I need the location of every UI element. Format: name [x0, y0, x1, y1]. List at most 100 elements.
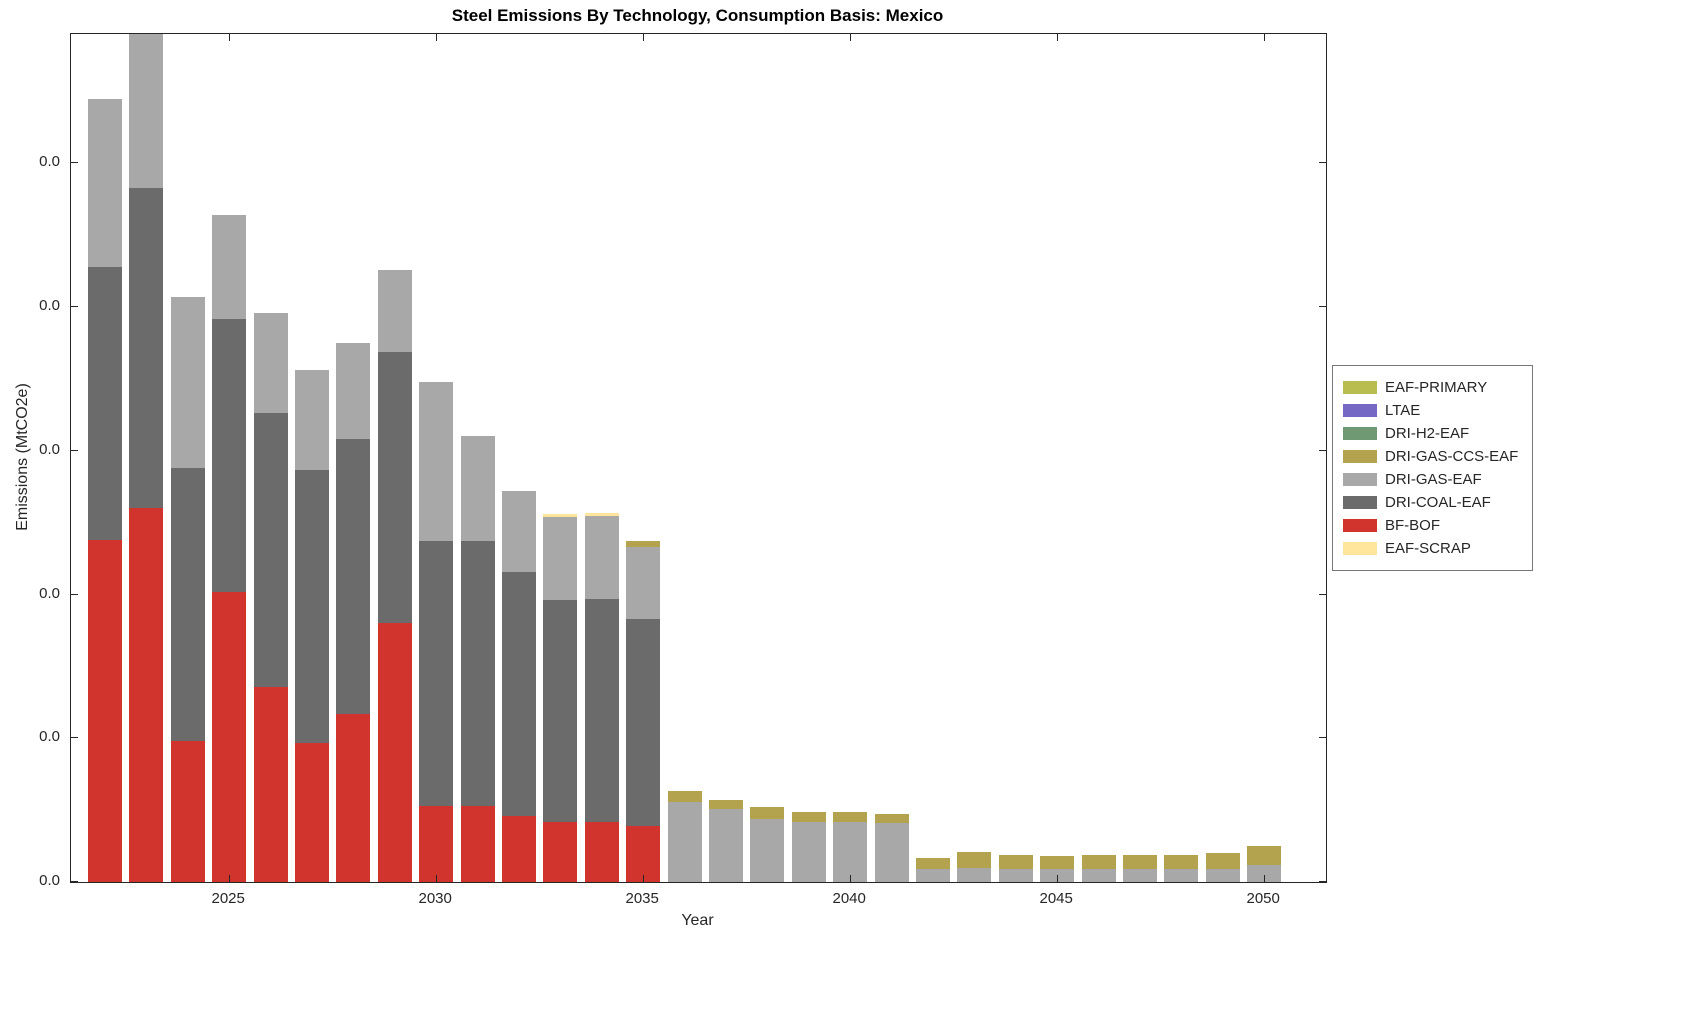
bar-segment-bf-bof: [377, 623, 412, 882]
bar-segment-dri-gas-ccs-eaf: [1081, 854, 1116, 870]
bar-segment-bf-bof: [253, 686, 288, 882]
bar-segment-eaf-scrap: [543, 514, 578, 517]
legend-item-label: DRI-GAS-CCS-EAF: [1385, 448, 1519, 465]
legend-item-bf-bof: BF-BOF: [1343, 514, 1518, 537]
legend-item-ltae: LTAE: [1343, 399, 1518, 422]
y-tick-label: 0.0: [39, 153, 60, 171]
y-tick-mark: [71, 737, 78, 739]
bar-segment-dri-gas-eaf: [170, 297, 205, 469]
bar-segment-dri-gas-ccs-eaf: [750, 807, 785, 819]
y-tick-mark: [71, 306, 78, 308]
bar-segment-dri-coal-eaf: [88, 266, 122, 540]
bar-segment-dri-gas-ccs-eaf: [667, 791, 702, 802]
y-tick-mark: [71, 593, 78, 595]
bar-segment-dri-coal-eaf: [336, 439, 371, 714]
bar-segment-dri-gas-ccs-eaf: [1164, 854, 1199, 870]
legend-item-label: LTAE: [1385, 402, 1421, 419]
legend-item-label: DRI-COAL-EAF: [1385, 494, 1491, 511]
x-tick-mark: [849, 34, 851, 41]
x-tick-mark: [642, 34, 644, 41]
bar-segment-bf-bof: [212, 591, 247, 882]
bar-segment-dri-gas-eaf: [916, 869, 950, 882]
bar-segment-bf-bof: [626, 825, 661, 882]
bar-segment-dri-gas-eaf: [998, 869, 1033, 882]
bar-segment-bf-bof: [502, 815, 536, 882]
bar-segment-dri-gas-ccs-eaf: [709, 800, 743, 809]
bar-segment-dri-gas-eaf: [377, 269, 412, 352]
legend-swatch-icon: [1343, 427, 1377, 440]
bar-segment-dri-gas-eaf: [212, 215, 247, 319]
bar-segment-dri-coal-eaf: [212, 318, 247, 592]
bar-segment-dri-coal-eaf: [419, 541, 454, 806]
x-tick-label: 2030: [418, 890, 452, 907]
bar-segment-dri-gas-eaf: [957, 867, 992, 882]
y-tick-label: 0.0: [39, 440, 60, 458]
bar-segment-dri-coal-eaf: [377, 351, 412, 624]
legend-item-label: EAF-SCRAP: [1385, 540, 1471, 557]
bar-segment-dri-gas-eaf: [419, 381, 454, 542]
bar-segment-dri-gas-ccs-eaf: [957, 851, 992, 868]
y-tick-mark: [1319, 881, 1326, 882]
y-tick-mark: [1319, 593, 1326, 595]
bar-segment-dri-gas-ccs-eaf: [833, 811, 868, 822]
legend-item-dri-coal-eaf: DRI-COAL-EAF: [1343, 491, 1518, 514]
legend: EAF-PRIMARY LTAE DRI-H2-EAF DRI-GAS-CCS-EAF…: [1332, 365, 1534, 571]
bar-segment-dri-gas-ccs-eaf: [1040, 856, 1075, 870]
x-tick-label: 2025: [211, 890, 245, 907]
bar-segment-dri-gas-eaf: [253, 312, 288, 414]
legend-swatch-icon: [1343, 404, 1377, 417]
bar-segment-dri-gas-eaf: [1247, 864, 1282, 882]
bar-segment-dri-gas-ccs-eaf: [791, 811, 826, 822]
legend-swatch-icon: [1343, 450, 1377, 463]
y-tick-mark: [71, 881, 78, 882]
x-tick-label: 2045: [1039, 890, 1073, 907]
bar-segment-dri-gas-eaf: [1081, 869, 1116, 882]
bar-segment-dri-gas-eaf: [460, 436, 495, 542]
y-tick-mark: [1319, 449, 1326, 451]
y-tick-label: 0.0: [39, 297, 60, 315]
bar-segment-dri-gas-ccs-eaf: [1123, 854, 1157, 870]
bar-segment-bf-bof: [460, 805, 495, 882]
bar-segment-dri-gas-ccs-eaf: [916, 857, 950, 870]
x-axis-label: Year: [681, 912, 714, 929]
bar-segment-bf-bof: [584, 821, 619, 882]
legend-item-label: DRI-H2-EAF: [1385, 425, 1470, 442]
legend-swatch-icon: [1343, 542, 1377, 555]
x-tick-mark: [849, 875, 851, 882]
bar-segment-dri-coal-eaf: [170, 468, 205, 742]
legend-item-label: DRI-GAS-EAF: [1385, 471, 1482, 488]
y-tick-mark: [71, 449, 78, 451]
bar-segment-bf-bof: [336, 713, 371, 882]
bar-segment-dri-gas-eaf: [543, 516, 578, 601]
plot-area: [70, 33, 1327, 883]
bar-segment-dri-coal-eaf: [502, 571, 536, 816]
bar-segment-dri-gas-eaf: [502, 491, 536, 572]
x-tick-mark: [435, 875, 437, 882]
bar-segment-dri-gas-eaf: [1164, 869, 1199, 882]
bar-segment-dri-gas-eaf: [1205, 869, 1240, 882]
x-tick-label: 2050: [1246, 890, 1280, 907]
x-tick-mark: [1056, 34, 1058, 41]
bar-segment-bf-bof: [419, 805, 454, 882]
bar-segment-dri-gas-eaf: [709, 808, 743, 882]
x-tick-label: 2035: [625, 890, 659, 907]
legend-item-label: BF-BOF: [1385, 517, 1440, 534]
bar-segment-dri-gas-eaf: [667, 801, 702, 882]
x-tick-mark: [228, 875, 230, 882]
legend-item-dri-gas-ccs-eaf: DRI-GAS-CCS-EAF: [1343, 445, 1518, 468]
y-tick-label: 0.0: [39, 728, 60, 746]
bar-segment-eaf-scrap: [584, 512, 619, 516]
bar-segment-dri-gas-ccs-eaf: [1205, 853, 1240, 870]
legend-swatch-icon: [1343, 381, 1377, 394]
legend-item-label: EAF-PRIMARY: [1385, 379, 1488, 396]
legend-item-eaf-primary: EAF-PRIMARY: [1343, 376, 1518, 399]
legend-swatch-icon: [1343, 473, 1377, 486]
bar-segment-bf-bof: [170, 741, 205, 882]
bar-segment-dri-coal-eaf: [253, 413, 288, 687]
y-tick-label: 0.0: [39, 584, 60, 602]
bar-segment-dri-coal-eaf: [460, 541, 495, 806]
bar-segment-dri-coal-eaf: [543, 600, 578, 822]
x-tick-mark: [1056, 875, 1058, 882]
bar-segment-dri-gas-eaf: [626, 547, 661, 619]
